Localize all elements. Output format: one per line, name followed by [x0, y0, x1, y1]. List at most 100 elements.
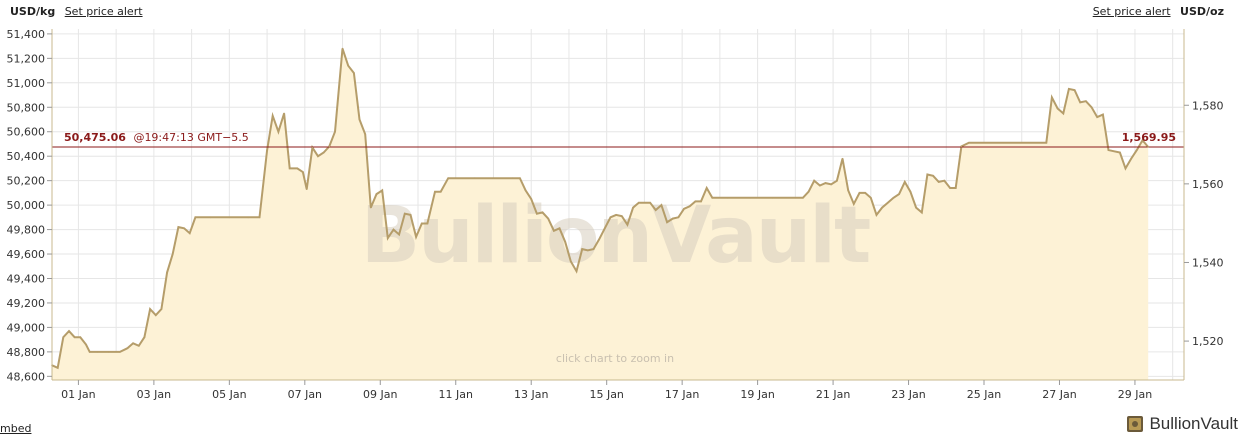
series-point [370, 206, 372, 209]
x-tick-label: 15 Jan [589, 388, 623, 401]
series-point [447, 177, 450, 180]
series-point [807, 190, 810, 193]
series-point [283, 112, 285, 115]
series-point [353, 72, 355, 74]
left-tick-label: 50,200 [7, 175, 46, 188]
set-price-alert-link-right[interactable]: Set price alert [1092, 5, 1171, 18]
series-point [541, 211, 544, 214]
series-point [898, 193, 900, 195]
brand-name: BullionVault [1149, 414, 1238, 433]
series-point [794, 196, 797, 199]
series-point [1147, 146, 1149, 148]
series-point [864, 192, 866, 194]
x-tick-label: 11 Jan [439, 388, 473, 401]
series-point [194, 216, 197, 219]
series-point [802, 196, 804, 199]
series-point [609, 216, 612, 219]
series-point [943, 179, 946, 182]
watermark: BullionVault [361, 191, 870, 281]
series-point [277, 130, 280, 133]
series-point [73, 336, 76, 338]
bullionvault-logo[interactable]: BullionVault [1126, 414, 1238, 434]
left-tick-label: 49,800 [7, 224, 46, 237]
series-point [302, 171, 304, 173]
series-point [960, 145, 963, 148]
series-point [1113, 150, 1115, 153]
series-point [183, 227, 185, 230]
series-point [392, 228, 395, 231]
series-point [439, 190, 442, 193]
series-point [587, 249, 589, 252]
right-axis-ticks: 1,520 1,540 1,560 1,580 [1184, 99, 1224, 348]
series-point [171, 253, 174, 255]
series-point [700, 200, 702, 203]
series-point [511, 177, 514, 180]
series-point [564, 241, 566, 243]
series-point [56, 366, 59, 369]
series-point [536, 212, 538, 215]
series-point [903, 181, 906, 183]
series-point [858, 192, 861, 194]
set-price-alert-link-left[interactable]: Set price alert [64, 5, 143, 18]
vault-icon [1127, 416, 1144, 432]
series-point [317, 155, 319, 157]
series-point [615, 214, 617, 216]
series-point [870, 196, 872, 199]
series-point [381, 189, 383, 192]
series-point [1028, 141, 1031, 144]
series-point [1124, 167, 1127, 170]
series-point [909, 190, 912, 193]
series-point [358, 118, 361, 121]
series-point [305, 188, 308, 191]
current-price-kg: 50,475.06 [64, 131, 126, 144]
x-tick-label: 17 Jan [665, 388, 699, 401]
series-point [530, 198, 533, 200]
series-point [847, 189, 849, 192]
x-tick-label: 27 Jan [1042, 388, 1076, 401]
series-point [1090, 106, 1093, 109]
series-point [915, 206, 917, 209]
series-point [492, 177, 495, 180]
series-point [166, 271, 168, 274]
series-point [62, 336, 65, 338]
series-point [570, 260, 572, 263]
current-price-timestamp: @19:47:13 GMT−5.5 [133, 131, 248, 144]
series-point [1102, 113, 1104, 116]
x-tick-label: 05 Jan [212, 388, 246, 401]
left-unit-label: USD/kg [10, 5, 56, 18]
series-point [311, 146, 314, 149]
series-point [975, 141, 978, 144]
series-point [592, 248, 595, 250]
series-point [547, 217, 549, 220]
x-tick-label: 03 Jan [137, 388, 171, 401]
series-point [107, 351, 110, 353]
series-point [1068, 88, 1070, 90]
series-point [603, 227, 606, 230]
series-point [519, 177, 521, 180]
series-point [677, 216, 680, 219]
left-tick-label: 51,200 [7, 52, 46, 65]
series-point [553, 229, 555, 232]
current-price-label: 50,475.06 @19:47:13 GMT−5.5 [64, 131, 249, 144]
series-point [875, 214, 878, 216]
series-point [1085, 100, 1087, 102]
series-point [1062, 112, 1065, 115]
price-area-fill [52, 48, 1149, 380]
series-point [1141, 139, 1144, 142]
x-tick-label: 25 Jan [967, 388, 1001, 401]
series-point [1073, 89, 1076, 91]
left-tick-label: 49,400 [7, 272, 46, 285]
series-point [347, 64, 350, 67]
series-point [341, 47, 344, 50]
series-point [420, 222, 423, 225]
series-point [626, 223, 629, 226]
series-point [247, 216, 250, 219]
embed-link[interactable]: mbed [0, 422, 32, 435]
series-point [726, 196, 729, 199]
series-point [434, 190, 436, 193]
series-point [705, 187, 708, 189]
series-point [79, 336, 82, 338]
current-price-oz: 1,569.95 [1122, 131, 1176, 144]
series-point [937, 181, 940, 183]
